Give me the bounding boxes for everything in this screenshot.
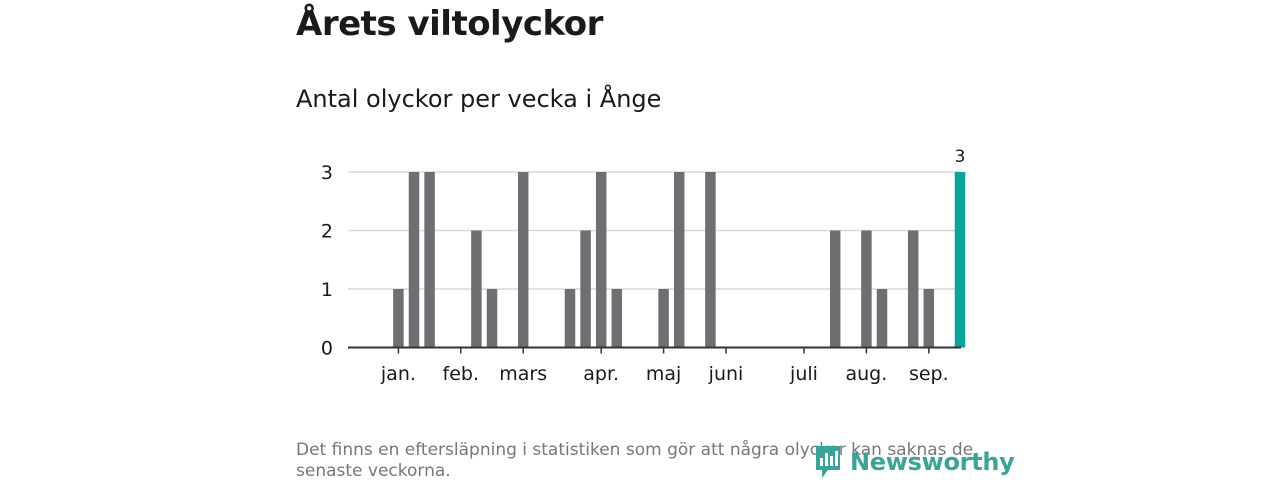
y-tick-label: 0 [321, 338, 333, 360]
bar [876, 289, 888, 348]
chart-title: Årets viltolyckor [296, 4, 603, 44]
bar [907, 230, 919, 348]
newsworthy-logo-text: Newsworthy [850, 448, 1015, 476]
bar [580, 230, 591, 348]
bar [658, 289, 669, 348]
bar [471, 230, 482, 348]
data-label: 3 [955, 147, 966, 167]
x-tick-label: juni [708, 363, 744, 385]
bar [486, 289, 498, 348]
bar [923, 289, 935, 348]
x-tick-label: sep. [909, 363, 949, 385]
newsworthy-logo: Newsworthy [814, 444, 1015, 480]
x-tick-label: juli [789, 363, 818, 385]
bar [954, 172, 966, 348]
y-tick-label: 2 [321, 221, 333, 243]
y-tick-label: 1 [321, 279, 333, 301]
x-tick-label: apr. [583, 363, 619, 385]
x-tick-label: maj [646, 363, 681, 385]
bar [517, 172, 529, 348]
bar [861, 230, 872, 348]
bar [673, 172, 685, 348]
x-tick-label: feb. [443, 363, 479, 385]
x-tick-label: mars [499, 363, 547, 385]
bar [393, 289, 404, 348]
x-tick-label: aug. [846, 363, 888, 385]
bar [611, 289, 623, 348]
bar [408, 172, 420, 348]
bar [564, 289, 576, 348]
x-tick-label: jan. [380, 363, 416, 385]
y-tick-label: 3 [321, 162, 333, 184]
chart-subtitle: Antal olyckor per vecka i Ånge [296, 85, 662, 113]
bar [595, 172, 607, 348]
bar [424, 172, 435, 348]
footnote: Det finns en eftersläpning i statistiken… [296, 440, 974, 481]
newsworthy-logo-icon [816, 446, 840, 478]
bar [705, 172, 716, 348]
bar [829, 230, 841, 348]
